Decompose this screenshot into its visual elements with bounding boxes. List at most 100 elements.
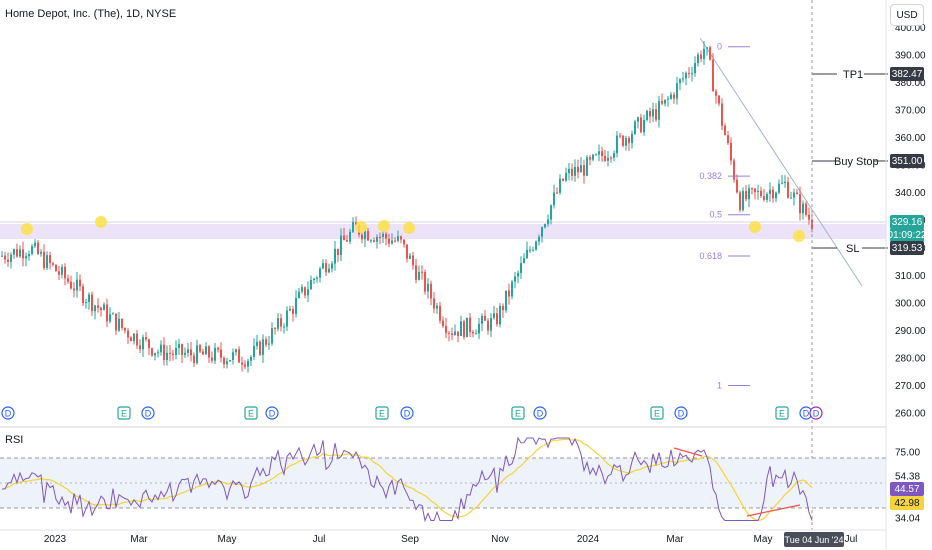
candle-body	[223, 357, 225, 365]
candle-body	[637, 117, 639, 122]
candle-body	[280, 318, 282, 327]
dividend-event-icon[interactable]: D	[400, 406, 414, 420]
earnings-event-icon[interactable]: E	[244, 406, 258, 420]
candle-body	[448, 332, 450, 334]
candle-body	[469, 317, 471, 332]
candle-body	[151, 348, 153, 356]
earnings-event-icon[interactable]: E	[375, 406, 389, 420]
candle-body	[172, 353, 174, 355]
candle-body	[577, 166, 579, 173]
dividend-circle	[400, 406, 414, 420]
fib-level-label: 0.618	[699, 251, 722, 261]
bullish-divergence-line	[746, 504, 801, 517]
dividend-event-icon[interactable]: D	[1, 406, 15, 420]
fib-level-label: 1	[717, 380, 722, 390]
candle-body	[466, 317, 468, 338]
dividend-letter: D	[537, 409, 544, 419]
candle-body	[184, 352, 186, 355]
candle-body	[685, 72, 687, 79]
candle-body	[241, 362, 243, 365]
price-tick-label: 270.00	[895, 381, 926, 392]
candle-body	[508, 290, 510, 297]
dividend-circle	[809, 406, 823, 420]
dividend-letter: D	[813, 409, 820, 419]
candle-body	[64, 266, 66, 279]
price-tick-label: 340.00	[895, 188, 926, 199]
candle-body	[472, 331, 474, 334]
dividend-event-icon[interactable]: D	[265, 406, 279, 420]
candle-body	[178, 344, 180, 348]
candle-body	[247, 360, 249, 367]
candle-body	[808, 214, 810, 220]
candle-body	[109, 314, 111, 322]
fib-level-label: 0.382	[699, 171, 722, 181]
candle-body	[688, 72, 690, 74]
crosshair-date-tag: Tue 04 Jun '24	[784, 532, 844, 547]
candle-body	[373, 240, 375, 242]
candle-body	[295, 297, 297, 314]
rsi-tick-label: 54.38	[895, 472, 920, 483]
trade-levels: TP1 Buy Stop SL	[812, 69, 888, 255]
candle-body	[574, 166, 576, 176]
candle-body	[520, 263, 522, 273]
candle-body	[193, 355, 195, 364]
dividend-event-icon[interactable]: D	[141, 406, 155, 420]
earnings-event-icon[interactable]: E	[650, 406, 664, 420]
candle-body	[628, 138, 630, 144]
trendline	[699, 37, 863, 287]
candle-body	[154, 353, 156, 356]
candle-body	[235, 349, 237, 353]
candle-body	[457, 331, 459, 336]
candle-body	[217, 347, 219, 350]
candle-body	[805, 203, 807, 215]
candle-body	[409, 255, 411, 259]
sl-label: SL	[846, 243, 859, 255]
candle-body	[121, 318, 123, 328]
candle-body	[568, 168, 570, 174]
earnings-event-icon[interactable]: E	[511, 406, 525, 420]
candle-body	[586, 157, 588, 176]
time-axis[interactable]: 2023 Mar May Jul Sep Nov 2024 Mar May Jul	[44, 534, 858, 545]
candle-body	[490, 317, 492, 331]
candle-body	[562, 178, 564, 181]
rsi-axis[interactable]: 75.00 54.38 34.04	[895, 448, 920, 525]
candle-body	[730, 142, 732, 161]
dividend-event-icon[interactable]: D	[533, 406, 547, 420]
candle-body	[157, 352, 159, 354]
candle-body	[127, 330, 129, 338]
candle-body	[40, 252, 42, 254]
candle-body	[58, 271, 60, 275]
dividend-event-icon[interactable]: D	[809, 406, 823, 420]
candle-body	[73, 288, 75, 291]
earnings-letter: E	[515, 409, 521, 419]
candle-body	[463, 321, 465, 338]
price-tick-label: 370.00	[895, 106, 926, 117]
earnings-letter: E	[654, 409, 660, 419]
dividend-event-icon[interactable]: D	[674, 406, 688, 420]
candle-body	[316, 277, 318, 279]
candle-body	[796, 192, 798, 195]
candle-body	[10, 254, 12, 262]
candle-body	[622, 135, 624, 146]
candle-body	[322, 263, 324, 269]
candle-body	[721, 103, 723, 126]
touch-marker	[355, 221, 367, 233]
candle-body	[526, 249, 528, 259]
time-tick-label: Jul	[845, 534, 858, 545]
price-tick-label: 280.00	[895, 353, 926, 364]
currency-button[interactable]: USD	[890, 4, 924, 26]
candle-body	[52, 263, 54, 265]
candle-body	[112, 313, 114, 315]
candle-body	[754, 188, 756, 193]
touch-marker	[21, 223, 33, 235]
earnings-event-icon[interactable]: E	[775, 406, 789, 420]
candle-body	[502, 305, 504, 311]
earnings-event-icon[interactable]: E	[117, 406, 131, 420]
candle-body	[496, 313, 498, 325]
candle-body	[325, 263, 327, 273]
candle-body	[106, 304, 108, 322]
rsi-value-tag: 44.57	[890, 482, 924, 496]
candle-body	[160, 344, 162, 353]
